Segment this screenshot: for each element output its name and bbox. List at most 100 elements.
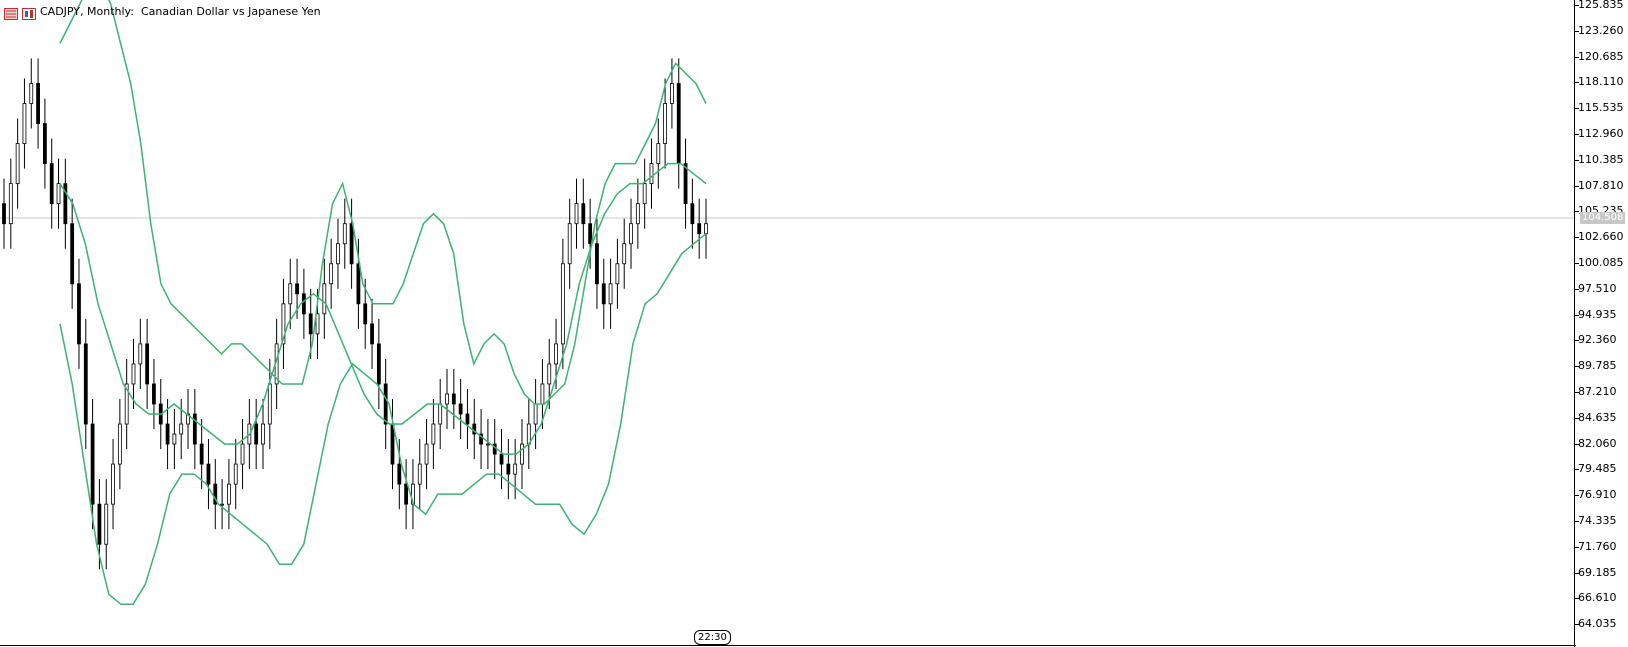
candle xyxy=(152,358,156,430)
price-tick-mark xyxy=(1574,521,1579,522)
candle xyxy=(608,258,613,329)
price-tick-mark xyxy=(1574,56,1579,58)
candle xyxy=(520,419,524,490)
upper-band-line xyxy=(59,0,707,405)
candle xyxy=(145,318,150,410)
price-tick-mark xyxy=(1574,134,1579,135)
candle xyxy=(15,118,20,209)
price-tick-label: 92.360 xyxy=(1578,333,1617,347)
candle xyxy=(472,398,477,460)
candle xyxy=(704,198,708,259)
candle xyxy=(431,398,436,470)
candle xyxy=(70,198,75,309)
price-tick-label: 79.485 xyxy=(1578,462,1617,476)
candle xyxy=(192,388,197,470)
time-marker[interactable]: 22:30 xyxy=(694,630,731,645)
price-tick-label: 69.185 xyxy=(1578,565,1617,579)
price-tick-label: 102.660 xyxy=(1578,230,1624,244)
candle xyxy=(697,198,702,259)
candle xyxy=(233,439,238,510)
candle xyxy=(567,198,572,289)
candle xyxy=(213,459,218,530)
price-tick-label: 118.110 xyxy=(1578,75,1624,89)
price-tick-label: 66.610 xyxy=(1578,591,1617,605)
price-tick-label: 123.260 xyxy=(1578,23,1624,37)
price-tick-mark xyxy=(1574,159,1579,161)
candle xyxy=(506,439,511,500)
time-axis-border xyxy=(0,645,1576,646)
candle xyxy=(445,368,449,430)
chart-title: CADJPY, Monthly: Canadian Dollar vs Japa… xyxy=(40,4,321,18)
candle xyxy=(254,398,259,470)
candle xyxy=(676,58,681,189)
candle xyxy=(383,358,388,450)
price-tick-label: 87.210 xyxy=(1578,385,1617,398)
candle xyxy=(601,258,606,329)
price-tick-mark xyxy=(1574,185,1579,187)
candle xyxy=(656,118,661,189)
price-chart[interactable] xyxy=(0,0,1576,647)
candle xyxy=(690,178,695,249)
candle xyxy=(2,178,6,249)
candle xyxy=(281,278,286,369)
candle xyxy=(329,238,334,309)
price-tick-mark xyxy=(1574,263,1579,264)
price-tick-mark xyxy=(1574,495,1579,497)
candle xyxy=(131,338,136,410)
price-tick-label: 120.685 xyxy=(1578,49,1624,63)
price-tick-label: 125.835 xyxy=(1578,0,1624,11)
price-axis-border xyxy=(1574,0,1575,647)
price-tick-mark xyxy=(1574,314,1579,316)
candle xyxy=(526,398,531,470)
lower-band-line xyxy=(59,233,707,606)
candle xyxy=(499,429,504,490)
candle xyxy=(261,398,265,470)
price-tick-mark xyxy=(1574,469,1579,471)
candle xyxy=(574,178,579,249)
candle xyxy=(581,178,586,249)
candle xyxy=(486,419,490,470)
chart-header: CADJPY, Monthly: Canadian Dollar vs Japa… xyxy=(4,2,321,20)
middle-band-line xyxy=(59,162,707,455)
price-tick-mark xyxy=(1574,237,1579,239)
price-tick-mark xyxy=(1574,340,1579,342)
candle xyxy=(186,388,190,450)
candle xyxy=(90,398,95,530)
candle xyxy=(227,459,231,530)
candle xyxy=(206,439,211,510)
price-tick-mark xyxy=(1574,624,1579,626)
candle xyxy=(220,479,224,530)
price-tick-mark xyxy=(1574,30,1579,32)
price-tick-label: 100.085 xyxy=(1578,256,1624,269)
candle xyxy=(635,178,640,249)
price-tick-label: 89.785 xyxy=(1578,359,1617,373)
price-tick-mark xyxy=(1574,443,1579,445)
candle xyxy=(138,318,143,389)
candle xyxy=(349,198,354,289)
price-tick-label: 84.635 xyxy=(1578,410,1617,424)
price-tick-mark xyxy=(1574,82,1579,84)
candle xyxy=(301,268,306,339)
candle xyxy=(49,138,54,229)
candle xyxy=(336,218,340,289)
data-window-icon[interactable] xyxy=(4,5,18,20)
candle xyxy=(267,358,272,450)
price-tick-label: 115.535 xyxy=(1578,101,1624,115)
candle xyxy=(370,298,374,369)
price-tick-label: 76.910 xyxy=(1578,488,1617,502)
candle xyxy=(622,218,627,289)
candle xyxy=(124,358,129,450)
candle xyxy=(56,158,61,229)
candle xyxy=(111,439,115,530)
candle xyxy=(22,78,27,169)
chart-symbol-icon[interactable] xyxy=(22,5,36,20)
candle xyxy=(411,459,415,530)
candle xyxy=(417,439,422,510)
candle xyxy=(42,98,47,189)
candle xyxy=(83,318,88,450)
candle xyxy=(288,258,293,329)
price-tick-mark xyxy=(1574,598,1579,600)
price-tick-label: 64.035 xyxy=(1578,617,1617,631)
candle xyxy=(77,258,81,369)
